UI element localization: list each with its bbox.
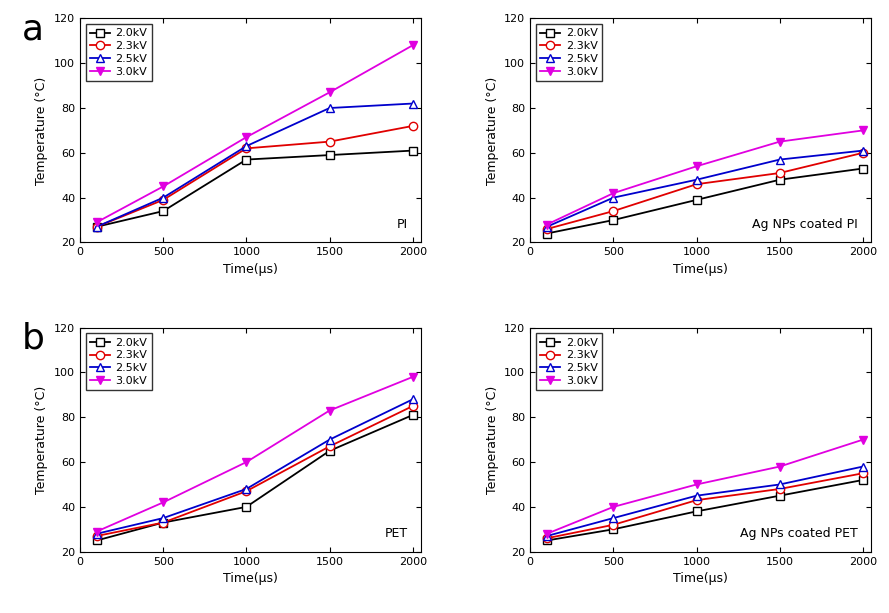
Y-axis label: Temperature (°C): Temperature (°C) [485, 386, 499, 494]
Text: PET: PET [384, 528, 407, 541]
Legend: 2.0kV, 2.3kV, 2.5kV, 3.0kV: 2.0kV, 2.3kV, 2.5kV, 3.0kV [536, 24, 602, 81]
X-axis label: Time(μs): Time(μs) [673, 263, 728, 276]
Text: b: b [22, 321, 45, 356]
X-axis label: Time(μs): Time(μs) [673, 572, 728, 585]
Legend: 2.0kV, 2.3kV, 2.5kV, 3.0kV: 2.0kV, 2.3kV, 2.5kV, 3.0kV [85, 24, 152, 81]
Y-axis label: Temperature (°C): Temperature (°C) [485, 76, 499, 185]
Y-axis label: Temperature (°C): Temperature (°C) [36, 76, 49, 185]
X-axis label: Time(μs): Time(μs) [223, 572, 278, 585]
Text: Ag NPs coated PET: Ag NPs coated PET [740, 528, 858, 541]
Text: a: a [22, 12, 44, 46]
X-axis label: Time(μs): Time(μs) [223, 263, 278, 276]
Y-axis label: Temperature (°C): Temperature (°C) [36, 386, 49, 494]
Text: PI: PI [396, 218, 407, 231]
Text: Ag NPs coated PI: Ag NPs coated PI [752, 218, 858, 231]
Legend: 2.0kV, 2.3kV, 2.5kV, 3.0kV: 2.0kV, 2.3kV, 2.5kV, 3.0kV [536, 333, 602, 390]
Legend: 2.0kV, 2.3kV, 2.5kV, 3.0kV: 2.0kV, 2.3kV, 2.5kV, 3.0kV [85, 333, 152, 390]
